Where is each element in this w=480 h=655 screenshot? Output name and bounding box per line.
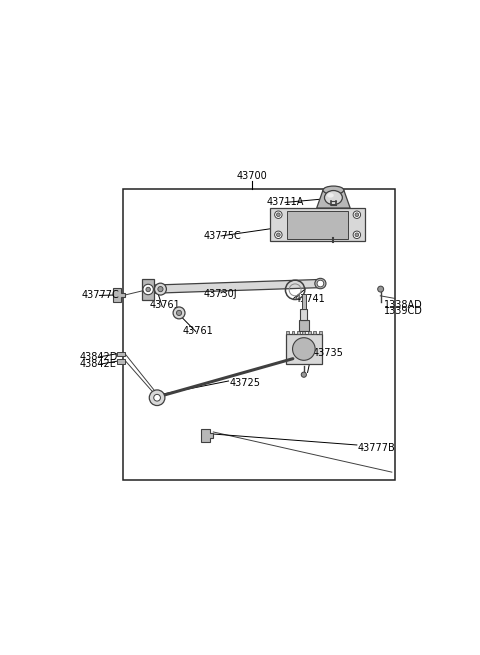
Bar xyxy=(299,320,309,331)
Circle shape xyxy=(355,213,359,217)
Bar xyxy=(292,331,294,334)
Text: 43842E: 43842E xyxy=(79,359,116,369)
Text: 43735: 43735 xyxy=(313,348,344,358)
Bar xyxy=(142,279,154,300)
Circle shape xyxy=(146,288,150,291)
Bar xyxy=(286,331,289,334)
Text: 43711A: 43711A xyxy=(266,197,304,208)
Text: 1338AD: 1338AD xyxy=(384,300,422,310)
Ellipse shape xyxy=(324,191,342,204)
Circle shape xyxy=(275,211,282,218)
Circle shape xyxy=(143,284,154,295)
Text: 43775C: 43775C xyxy=(203,231,241,241)
Circle shape xyxy=(353,211,360,218)
Bar xyxy=(313,331,316,334)
Bar xyxy=(297,331,300,334)
Text: 43761: 43761 xyxy=(149,300,180,310)
Text: 43700: 43700 xyxy=(236,172,267,181)
Polygon shape xyxy=(317,190,350,208)
Bar xyxy=(302,331,305,334)
Bar xyxy=(117,352,125,356)
Bar xyxy=(270,208,365,242)
Circle shape xyxy=(154,394,160,401)
Circle shape xyxy=(158,286,163,291)
Text: 43741: 43741 xyxy=(294,294,325,304)
Circle shape xyxy=(353,231,360,238)
Circle shape xyxy=(173,307,185,319)
Ellipse shape xyxy=(315,278,326,289)
Circle shape xyxy=(292,338,315,360)
Circle shape xyxy=(317,280,324,287)
Text: 43730J: 43730J xyxy=(203,289,237,299)
Text: 43777C: 43777C xyxy=(82,290,120,301)
Bar xyxy=(123,189,395,479)
Text: 43761: 43761 xyxy=(183,326,214,336)
Circle shape xyxy=(155,283,167,295)
Bar xyxy=(117,360,125,364)
Circle shape xyxy=(149,390,165,405)
Ellipse shape xyxy=(323,186,344,195)
Polygon shape xyxy=(202,429,213,442)
Ellipse shape xyxy=(327,193,334,198)
Circle shape xyxy=(177,310,181,316)
Text: 43725: 43725 xyxy=(229,378,260,388)
Circle shape xyxy=(276,233,280,236)
Bar xyxy=(287,211,348,238)
Circle shape xyxy=(355,233,359,236)
Bar xyxy=(308,331,311,334)
Polygon shape xyxy=(113,288,125,302)
Bar xyxy=(300,309,307,320)
Bar xyxy=(286,334,322,364)
Circle shape xyxy=(276,213,280,217)
Text: 1339CD: 1339CD xyxy=(384,307,422,316)
Circle shape xyxy=(301,372,306,377)
Bar xyxy=(319,331,322,334)
Text: 43777B: 43777B xyxy=(358,443,396,453)
Circle shape xyxy=(378,286,384,292)
Polygon shape xyxy=(144,280,321,293)
Bar xyxy=(302,294,306,309)
Circle shape xyxy=(275,231,282,238)
Text: 43842D: 43842D xyxy=(79,352,118,362)
